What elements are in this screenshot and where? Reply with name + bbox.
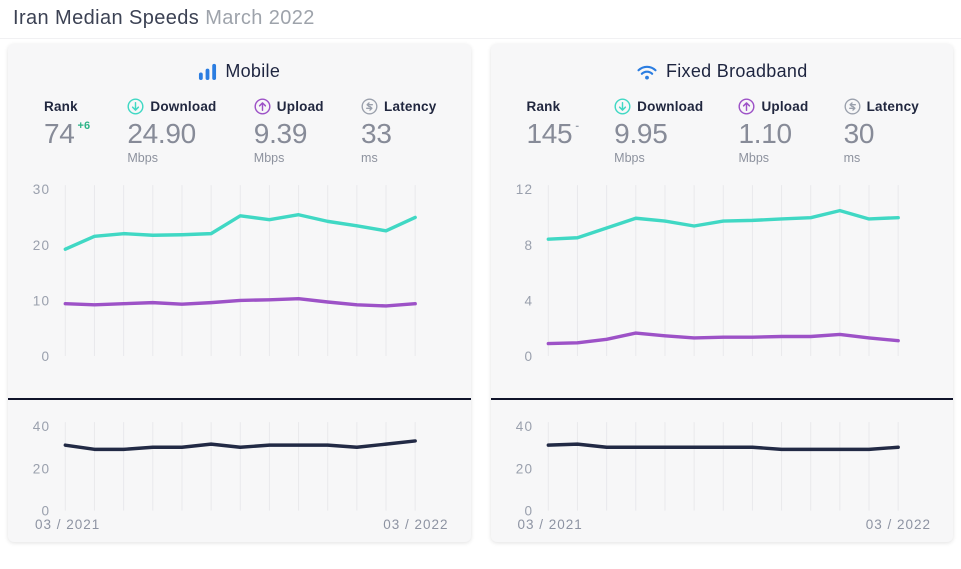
fixed-broadband-latency-chart: 0 20 40 <box>515 420 900 517</box>
stat-latency: Latency 30 ms <box>844 96 919 166</box>
card-title: Mobile <box>225 61 281 81</box>
svg-text:10: 10 <box>33 294 51 309</box>
download-mbps-line <box>546 209 900 242</box>
fixed-broadband-card-header: Fixed Broadband <box>491 44 954 86</box>
cards-container: Mobile Rank 74 +6 Download <box>0 39 961 543</box>
x-axis-end-label: 03 / 2022 <box>383 517 449 533</box>
stat-value: 9.39 <box>253 118 308 149</box>
svg-text:30: 30 <box>33 182 51 197</box>
upload-icon <box>254 97 271 115</box>
stat-download: Download 24.90 Mbps <box>127 96 216 166</box>
stat-unit: Mbps <box>614 151 645 166</box>
mobile-x-axis-labels: 03 / 2021 03 / 2022 <box>8 517 471 542</box>
mobile-latency-chart: 0 20 40 <box>33 420 417 517</box>
fixed-broadband-card: Fixed Broadband Rank 145- <box>490 44 954 543</box>
stat-value: 9.95 <box>614 118 668 149</box>
svg-text:12: 12 <box>515 182 533 197</box>
stat-value: 24.90 <box>127 118 196 149</box>
stat-label: Download <box>150 98 217 114</box>
stat-rank: Rank 145- <box>527 96 580 166</box>
stat-upload: Upload 1.10 Mbps <box>738 96 808 166</box>
stat-label: Latency <box>866 98 919 114</box>
stat-label: Upload <box>761 98 809 114</box>
rank-change-badge: - <box>575 120 579 132</box>
latency-ms-line <box>63 439 417 452</box>
download-icon <box>614 97 631 115</box>
stat-download: Download 9.95 Mbps <box>614 96 703 166</box>
stat-value: 74 +6 <box>44 118 91 149</box>
mobile-speeds-chart: 0 10 20 30 <box>33 182 417 364</box>
stat-value: 1.10 <box>738 118 792 149</box>
wifi-icon <box>636 63 658 81</box>
svg-text:0: 0 <box>41 504 50 517</box>
card-title: Fixed Broadband <box>665 61 808 81</box>
latency-icon <box>844 98 861 115</box>
svg-text:40: 40 <box>33 420 51 435</box>
mobile-stats-row: Rank 74 +6 Download 24.90 Mbps <box>8 86 471 170</box>
fixed-broadband-latency-section: 0 20 40 <box>490 398 953 517</box>
stat-unit: ms <box>843 151 861 166</box>
mobile-card: Mobile Rank 74 +6 Download <box>8 44 471 543</box>
upload-mbps-line <box>63 297 417 308</box>
svg-text:8: 8 <box>524 238 533 253</box>
stat-rank: Rank 74 +6 <box>44 96 90 166</box>
page-title-period: March 2022 <box>205 7 315 29</box>
stat-upload: Upload 9.39 Mbps <box>254 96 324 166</box>
page-title: Iran Median Speeds March 2022 <box>0 0 961 39</box>
x-axis-start-label: 03 / 2021 <box>35 517 101 533</box>
x-axis-start-label: 03 / 2021 <box>517 517 583 533</box>
upload-mbps-line <box>546 331 900 346</box>
svg-text:0: 0 <box>524 349 533 364</box>
mobile-bars-icon <box>198 62 217 81</box>
mobile-latency-section: 0 20 40 <box>8 398 471 517</box>
download-icon <box>127 97 144 115</box>
fixed-broadband-x-axis-labels: 03 / 2021 03 / 2022 <box>491 517 954 542</box>
svg-text:20: 20 <box>33 238 51 253</box>
stat-label: Latency <box>384 98 437 114</box>
stat-latency: Latency 33 ms <box>361 96 436 166</box>
stat-unit: ms <box>361 151 378 166</box>
mobile-card-header: Mobile <box>8 44 471 86</box>
fixed-broadband-speeds-chart: 0 4 8 12 <box>515 182 900 364</box>
stat-unit: Mbps <box>127 151 158 166</box>
stat-unit <box>44 151 90 166</box>
x-axis-end-label: 03 / 2022 <box>865 517 931 533</box>
stat-value: 33 <box>361 118 392 149</box>
svg-text:0: 0 <box>524 504 533 517</box>
latency-icon <box>361 98 378 115</box>
svg-text:40: 40 <box>515 420 533 435</box>
stat-value: 145- <box>526 118 580 149</box>
stat-label: Rank <box>44 98 78 114</box>
download-mbps-line <box>63 213 417 252</box>
stat-value: 30 <box>843 118 875 149</box>
stat-unit <box>527 151 580 166</box>
svg-text:0: 0 <box>41 349 50 364</box>
svg-text:4: 4 <box>524 294 533 309</box>
stat-label: Rank <box>526 98 561 114</box>
stat-label: Upload <box>276 98 324 114</box>
svg-text:20: 20 <box>33 462 51 477</box>
rank-change-badge: +6 <box>77 120 91 132</box>
stat-unit: Mbps <box>253 151 285 166</box>
svg-text:20: 20 <box>515 462 533 477</box>
stat-label: Download <box>637 98 704 114</box>
latency-ms-line <box>546 442 900 452</box>
upload-icon <box>738 97 755 115</box>
page-title-main: Iran Median Speeds <box>13 7 200 29</box>
fixed-broadband-stats-row: Rank 145- Download 9.95 Mbps <box>491 86 954 170</box>
stat-unit: Mbps <box>738 151 770 166</box>
